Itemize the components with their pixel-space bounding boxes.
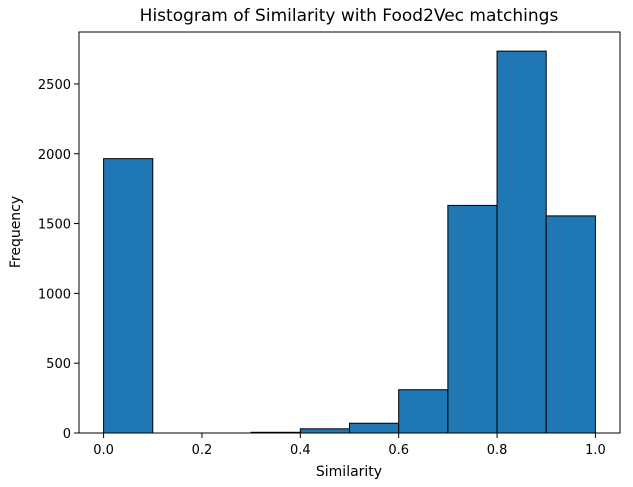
x-tick-label: 0.8 [487, 443, 508, 458]
x-tick-label: 0.4 [290, 443, 311, 458]
histogram-bar [103, 158, 154, 434]
histogram-bar [398, 389, 449, 434]
y-tick-label: 1000 [38, 287, 71, 302]
chart-title: Histogram of Similarity with Food2Vec ma… [140, 6, 559, 26]
bars-group [103, 50, 596, 434]
histogram-bar [496, 50, 547, 434]
histogram-bar [447, 204, 498, 434]
y-tick-label: 2000 [38, 148, 71, 163]
y-axis-ticks: 0 500 1000 1500 2000 2500 [38, 78, 79, 442]
y-tick-label: 1500 [38, 218, 71, 233]
y-tick-label: 2500 [38, 78, 71, 93]
histogram-bar [349, 422, 400, 434]
y-axis-label: Frequency [8, 196, 24, 268]
histogram-bar [299, 428, 350, 434]
x-tick-label: 0.6 [388, 443, 409, 458]
y-tick-label: 0 [63, 427, 71, 442]
x-tick-label: 0.0 [93, 443, 114, 458]
histogram-bar [545, 215, 596, 434]
x-axis-ticks: 0.0 0.2 0.4 0.6 0.8 1.0 [93, 433, 606, 458]
x-axis-label: Similarity [316, 464, 382, 480]
y-tick-label: 500 [46, 357, 71, 372]
x-tick-label: 1.0 [585, 443, 606, 458]
plot-frame [78, 31, 621, 434]
x-tick-label: 0.2 [192, 443, 213, 458]
